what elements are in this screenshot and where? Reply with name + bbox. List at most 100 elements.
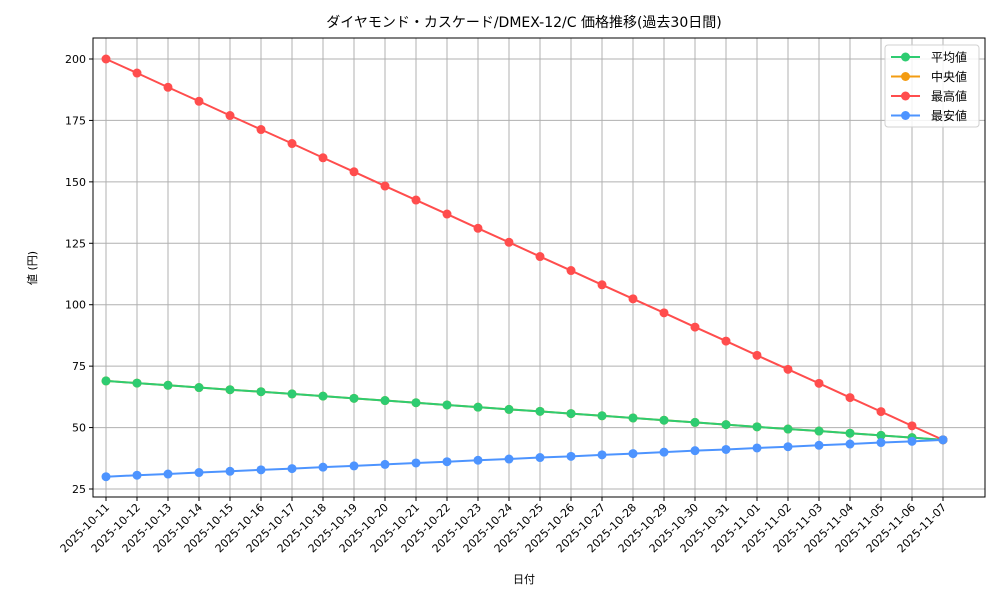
data-point	[132, 68, 142, 78]
data-point	[814, 440, 824, 450]
data-point	[721, 336, 731, 346]
data-point	[690, 322, 700, 332]
data-point	[845, 428, 855, 438]
legend-box	[884, 44, 980, 128]
series-0	[101, 376, 948, 445]
data-point	[690, 446, 700, 456]
legend-label: 最高値	[931, 89, 967, 104]
series-line	[105, 58, 944, 441]
data-point	[287, 139, 297, 149]
legend-label: 中央値	[931, 69, 967, 84]
series-3	[101, 435, 948, 482]
data-point	[318, 153, 328, 163]
data-point	[473, 402, 483, 412]
data-point	[659, 308, 669, 318]
y-tick-label: 75	[72, 360, 86, 373]
data-point	[442, 400, 452, 410]
y-tick-label: 175	[65, 114, 86, 127]
y-tick-label: 125	[65, 237, 86, 250]
y-tick-label: 100	[65, 299, 86, 312]
legend-label: 平均値	[931, 50, 967, 65]
data-point	[163, 469, 173, 479]
chart-title: ダイヤモンド・カスケード/DMEX-12/C 価格推移(過去30日間)	[326, 15, 721, 31]
data-point	[318, 462, 328, 472]
legend-item: 中央値	[891, 69, 967, 84]
data-point	[783, 442, 793, 452]
data-point	[442, 457, 452, 467]
data-point	[845, 393, 855, 403]
data-point	[225, 466, 235, 476]
data-point	[256, 465, 266, 475]
data-point	[194, 383, 204, 393]
y-tick-label: 25	[72, 483, 86, 496]
data-point	[535, 453, 545, 463]
data-point	[349, 461, 359, 471]
data-point	[752, 443, 762, 453]
data-point	[473, 223, 483, 233]
data-point	[225, 385, 235, 395]
data-point	[194, 468, 204, 478]
data-point	[783, 364, 793, 374]
data-point	[132, 378, 142, 388]
data-point	[876, 438, 886, 448]
y-tick-label: 150	[65, 176, 86, 189]
legend-item: 最安値	[891, 108, 967, 123]
data-point	[597, 411, 607, 421]
data-point	[814, 426, 824, 436]
data-point	[132, 470, 142, 480]
data-point	[659, 415, 669, 425]
data-point	[876, 407, 886, 417]
data-point	[287, 389, 297, 399]
data-point	[256, 125, 266, 135]
data-point	[628, 294, 638, 304]
data-point	[287, 464, 297, 474]
data-point	[504, 404, 514, 414]
data-point	[194, 96, 204, 106]
y-tick-label: 200	[65, 53, 86, 66]
data-point	[566, 451, 576, 461]
data-point	[349, 393, 359, 403]
data-point	[163, 82, 173, 92]
data-point	[535, 252, 545, 262]
data-point	[566, 266, 576, 276]
data-point	[380, 181, 390, 191]
data-point	[597, 450, 607, 460]
data-point	[690, 417, 700, 427]
x-axis-label: 日付	[513, 573, 535, 586]
data-point	[628, 413, 638, 423]
data-point	[411, 458, 421, 468]
data-point	[659, 447, 669, 457]
data-point	[163, 380, 173, 390]
y-axis: 25 50 75 100 125 150 175 200	[65, 53, 93, 496]
data-point	[101, 54, 111, 64]
legend-marker-icon	[901, 91, 910, 101]
x-axis: 2025-10-112025-10-122025-10-132025-10-14…	[58, 497, 949, 555]
plot-frame	[92, 37, 986, 498]
data-point	[101, 376, 111, 386]
legend-label: 最安値	[931, 108, 967, 123]
y-tick-label: 50	[72, 422, 86, 435]
data-point	[256, 387, 266, 397]
data-point	[504, 237, 514, 247]
data-point	[101, 472, 111, 482]
data-point	[225, 111, 235, 121]
data-point	[380, 396, 390, 406]
data-point	[752, 350, 762, 360]
legend-marker-icon	[901, 72, 910, 81]
data-point	[938, 435, 948, 445]
grid	[93, 38, 985, 497]
data-point	[907, 436, 917, 446]
data-point	[504, 454, 514, 464]
legend-marker-icon	[901, 52, 910, 62]
data-point	[411, 398, 421, 408]
data-point	[907, 421, 917, 431]
data-point	[535, 406, 545, 416]
data-point	[597, 280, 607, 290]
series-lines	[101, 54, 948, 482]
data-point	[628, 449, 638, 459]
legend-item: 最高値	[891, 89, 967, 104]
data-point	[752, 422, 762, 432]
data-point	[473, 455, 483, 465]
